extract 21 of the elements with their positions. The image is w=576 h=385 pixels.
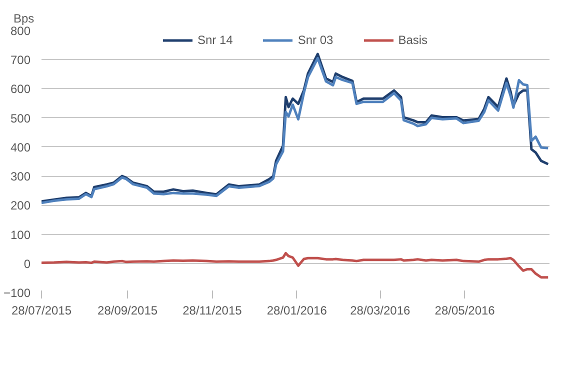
x-tick-label: 28/07/2015 [11, 304, 72, 318]
legend-label: Snr 03 [298, 33, 334, 47]
y-tick-label: 300 [10, 170, 31, 184]
x-tick-label: 28/01/2016 [266, 304, 328, 318]
y-tick-label: 200 [10, 198, 31, 213]
x-tick-label: 28/11/2015 [182, 304, 242, 318]
x-tick-label: 28/05/2016 [434, 304, 496, 318]
y-tick-label: −100 [3, 286, 31, 300]
legend-label: Snr 14 [197, 33, 233, 47]
line-series [42, 252, 550, 279]
y-tick-label: 800 [10, 24, 31, 38]
y-tick-label: 500 [10, 111, 31, 126]
y-tick-label: 0 [24, 256, 31, 271]
y-axis-title: Bps [14, 12, 34, 26]
x-tick-label: 28/03/2016 [350, 304, 411, 318]
y-tick-label: 700 [10, 53, 31, 68]
legend-label: Basis [398, 33, 428, 47]
y-tick-label: 100 [10, 228, 31, 242]
y-tick-label: 400 [10, 140, 31, 154]
x-tick-label: 28/09/2015 [98, 304, 158, 318]
y-tick-label: 600 [10, 82, 31, 96]
